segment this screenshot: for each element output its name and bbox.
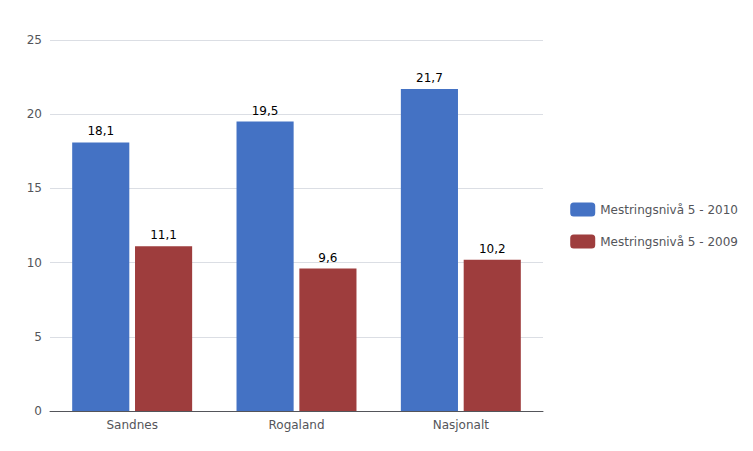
svg-text:0: 0 xyxy=(34,404,42,418)
svg-text:20: 20 xyxy=(27,107,42,121)
svg-text:19,5: 19,5 xyxy=(252,104,279,118)
svg-text:Rogaland: Rogaland xyxy=(268,418,324,432)
svg-text:9,6: 9,6 xyxy=(318,251,337,265)
svg-text:18,1: 18,1 xyxy=(87,124,114,138)
svg-text:11,1: 11,1 xyxy=(150,228,177,242)
svg-text:Nasjonalt: Nasjonalt xyxy=(433,418,490,432)
svg-text:Sandnes: Sandnes xyxy=(106,418,157,432)
svg-text:25: 25 xyxy=(27,33,42,47)
svg-text:10: 10 xyxy=(27,256,42,270)
svg-text:5: 5 xyxy=(34,330,42,344)
svg-text:15: 15 xyxy=(27,181,42,195)
svg-text:10,2: 10,2 xyxy=(479,242,506,256)
svg-text:Mestringsnivå 5 - 2010: Mestringsnivå 5 - 2010 xyxy=(600,203,738,217)
svg-text:21,7: 21,7 xyxy=(416,71,443,85)
svg-text:Mestringsnivå 5 - 2009: Mestringsnivå 5 - 2009 xyxy=(600,235,738,249)
